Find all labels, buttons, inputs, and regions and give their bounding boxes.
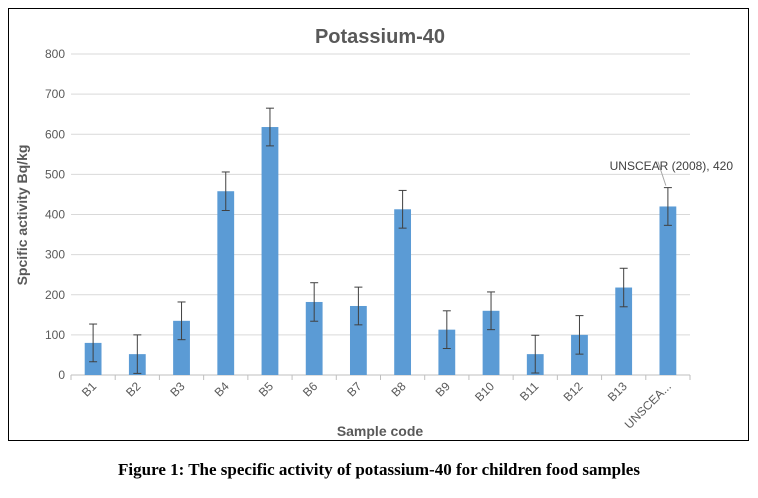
bar-B12 [571, 334, 588, 375]
bar-B8 [394, 209, 412, 375]
chart-frame: Potassium-40 0 100 200 300 400 500 600 700 800 B1 B… [8, 8, 749, 441]
x-tick-label: B3 [167, 379, 188, 400]
bar-B10 [482, 310, 500, 375]
y-tick-label: 700 [45, 87, 65, 101]
bar-B5 [261, 127, 279, 375]
y-tick-label: 600 [45, 127, 65, 141]
x-tick-label: B10 [472, 379, 497, 404]
bar-B4 [217, 191, 235, 375]
y-tick-label: 0 [58, 368, 65, 382]
x-tick-label: B1 [79, 379, 100, 400]
annotation-leader [657, 161, 667, 186]
y-tick-label: 100 [45, 328, 65, 342]
x-tick-label: B9 [433, 379, 454, 400]
bar-B6 [305, 301, 323, 375]
x-tick-label: UNSCEA... [622, 379, 674, 431]
y-tick-label: 400 [45, 208, 65, 222]
chart-svg: Potassium-40 0 100 200 300 400 500 600 700 800 B1 B… [14, 26, 734, 439]
bar-UNSCEA... [659, 206, 677, 375]
chart-title: Potassium-40 [315, 26, 445, 48]
y-tick-label: 800 [45, 47, 65, 61]
x-tick-label: B12 [561, 379, 586, 404]
y-axis-title: Spcific activity Bq/kg [14, 145, 30, 286]
x-tick-label: B4 [212, 379, 233, 400]
bar-B3 [173, 320, 190, 375]
y-tick-label: 200 [45, 288, 65, 302]
x-tick-label: B6 [300, 379, 321, 400]
bar-B9 [438, 329, 456, 375]
y-tick-label: 500 [45, 167, 65, 181]
x-tick-label: B2 [123, 379, 144, 400]
x-axis-title: Sample code [337, 423, 424, 439]
figure-caption: Figure 1: The specific activity of potas… [118, 460, 640, 479]
data-label-annotation: UNSCEAR (2008), 420 [610, 159, 734, 173]
y-tick-label: 300 [45, 248, 65, 262]
x-tick-label: B7 [344, 379, 365, 400]
x-tick-label: B13 [605, 379, 630, 404]
x-tick-label: B8 [388, 379, 409, 400]
bar-B13 [615, 287, 633, 375]
x-tick-label: B5 [256, 379, 277, 400]
x-tick-label: B11 [517, 379, 542, 404]
bar-B7 [349, 305, 367, 375]
